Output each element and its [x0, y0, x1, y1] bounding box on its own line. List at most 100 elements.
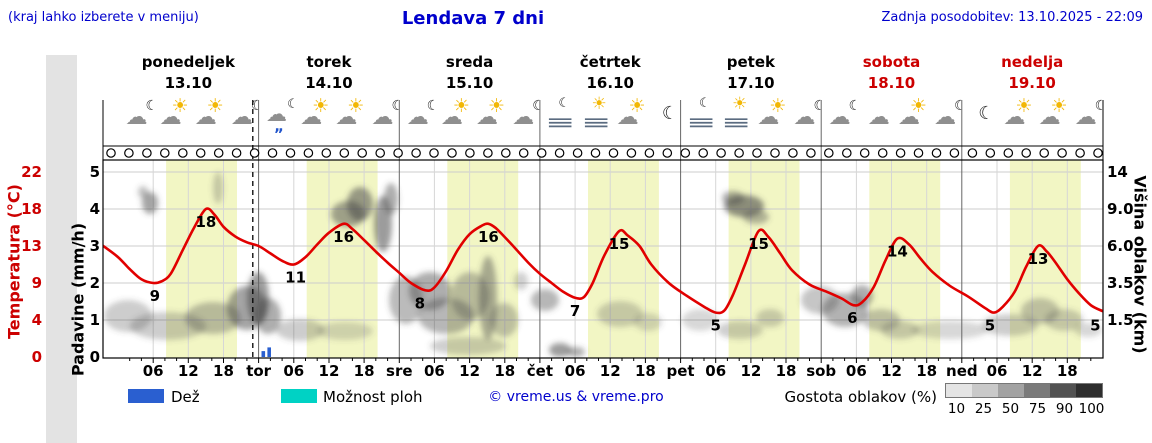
svg-text:15: 15	[609, 235, 630, 253]
day-date: 18.10	[867, 74, 916, 92]
cloud-moon-icon: ☾ ☁	[932, 99, 968, 145]
svg-text:9: 9	[150, 287, 160, 305]
precip-tick: 2	[89, 274, 100, 292]
svg-text:16: 16	[333, 228, 354, 246]
day-abbrev: sre	[386, 362, 413, 380]
cloud-density-legend-label: Gostota oblakov (%)	[784, 388, 937, 406]
cloud-density-gradient-bar	[945, 383, 1103, 398]
time-tick: 18	[213, 362, 234, 380]
cloud-icon: ☁	[862, 99, 898, 145]
sun-glyph: ☀	[909, 95, 927, 117]
cloud-height-tick: 1.5	[1107, 311, 1134, 329]
sun-cloud-icon: ☀ ☁	[1038, 97, 1074, 145]
moon-glyph: ☾	[391, 98, 405, 114]
cloud-glyph: ☁	[867, 105, 890, 130]
svg-text:5: 5	[710, 317, 720, 335]
sun-glyph: ☀	[732, 94, 748, 114]
moon-glyph: ☾	[1094, 98, 1108, 114]
time-tick: 18	[634, 362, 656, 380]
sun-cloud-icon: ☀ ☁	[897, 95, 933, 145]
moon-glyph: ☾	[978, 103, 995, 124]
gradient-tick-label: 10	[947, 401, 966, 417]
day-name: ponedeljek	[141, 53, 235, 71]
fog-glyph: ≡	[580, 110, 611, 134]
time-tick: 12	[318, 362, 340, 380]
svg-text:13: 13	[1028, 250, 1049, 268]
moon-icon: ☾	[967, 99, 1003, 145]
fog-sun-icon: ☀ ≡	[721, 94, 757, 145]
sun-cloud-icon: ☀ ☁	[440, 95, 476, 145]
gradient-tick-label: 75	[1028, 401, 1047, 417]
gradient-tick-label: 50	[1001, 401, 1020, 417]
sun-glyph: ☀	[488, 95, 506, 117]
page-title: Lendava 7 dni	[401, 8, 545, 29]
sun-glyph: ☀	[206, 95, 224, 117]
cloud-glyph: ☁	[1038, 105, 1061, 130]
cloud-height-tick: 14	[1107, 163, 1128, 181]
svg-text:16: 16	[478, 228, 499, 246]
sun-glyph: ☀	[591, 94, 607, 114]
sun-cloud-icon: ☀ ☁	[756, 97, 792, 145]
day-date: 13.10	[164, 74, 213, 92]
time-tick: 12	[740, 362, 762, 380]
day-abbrev: čet	[526, 362, 554, 380]
precip-tick: 3	[89, 237, 100, 255]
copyright-link[interactable]: © vreme.us & vreme.pro	[488, 389, 664, 405]
svg-text:15: 15	[748, 235, 769, 253]
moon-glyph: ☾	[699, 96, 711, 111]
temperature-tick: 22	[21, 163, 42, 181]
gradient-segment	[946, 384, 972, 397]
day-name: torek	[306, 53, 352, 71]
cloud-glyph: ☁	[406, 105, 429, 130]
precip-tick: 0	[89, 348, 100, 366]
cloud-glyph: ☁	[757, 105, 780, 130]
cloud-glyph: ☁	[159, 105, 182, 130]
moon-glyph: ☾	[813, 98, 827, 114]
cloud-glyph: ☁	[616, 105, 639, 130]
fog-glyph: ≡	[721, 110, 752, 134]
svg-text:5: 5	[1090, 317, 1100, 335]
rain-bars	[261, 347, 271, 357]
day-header: sreda 15.10	[400, 52, 540, 94]
sun-glyph: ☀	[171, 95, 189, 117]
precip-tick: 4	[89, 200, 100, 218]
sun-glyph: ☀	[452, 95, 470, 117]
time-tick: 06	[705, 362, 727, 380]
last-updated: Zadnja posodobitev: 13.10.2025 - 22:09	[881, 10, 1143, 25]
day-header: četrtek 16.10	[540, 52, 680, 94]
day-date: 17.10	[727, 74, 775, 92]
time-tick: 18	[775, 362, 797, 380]
time-tick: 18	[353, 362, 375, 380]
temperature-tick: 9	[31, 274, 42, 292]
time-tick: 06	[986, 362, 1008, 380]
day-date: 14.10	[305, 74, 353, 92]
cloud-glyph: ☁	[476, 105, 499, 130]
day-date: 16.10	[586, 74, 634, 92]
svg-text:7: 7	[570, 302, 580, 320]
gradient-segment	[1050, 384, 1076, 397]
svg-text:5: 5	[985, 317, 995, 335]
cloud-glyph: ☁	[828, 105, 851, 130]
moon-glyph: ☾	[848, 98, 862, 114]
day-name: sobota	[862, 53, 921, 71]
cloud-glyph: ☁	[934, 105, 957, 130]
cloud-moon-icon: ☾ ☁	[229, 99, 265, 145]
moon-icon: ☾	[651, 99, 687, 145]
day-abbrev: sob	[806, 362, 837, 380]
fog-glyph: ≡	[545, 110, 576, 134]
fog-moon-icon: ☾ ≡	[686, 96, 722, 145]
showers-legend-swatch	[281, 389, 317, 403]
cloud-moon-icon: ☾ ☁	[123, 99, 159, 145]
cloud-glyph: ☁	[230, 105, 253, 130]
time-tick: 06	[283, 362, 305, 380]
gradient-segment	[1024, 384, 1050, 397]
day-name: sreda	[445, 53, 494, 71]
day-abbrev: pet	[666, 362, 695, 380]
time-tick: 12	[177, 362, 199, 380]
cloud-height-tick: 3.5	[1107, 274, 1134, 292]
cloud-glyph: ☁	[335, 105, 358, 130]
drz-glyph: „	[274, 117, 284, 135]
day-header: sobota 18.10	[822, 52, 962, 94]
day-abbrev: tor	[246, 362, 272, 380]
